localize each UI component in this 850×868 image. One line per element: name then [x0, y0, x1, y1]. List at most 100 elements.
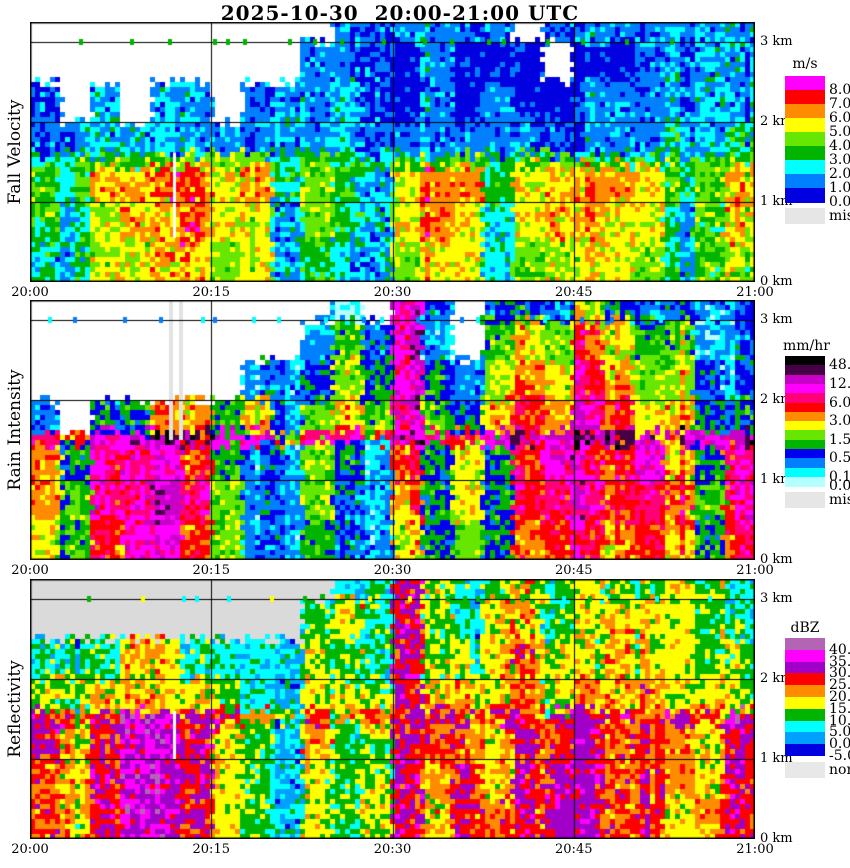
legend-missing-swatch — [785, 208, 825, 224]
height-tick-label: 2 km — [760, 114, 793, 129]
legend-scale-label: 0.0 — [829, 736, 850, 753]
legend-scale-label: 0.5 — [829, 450, 850, 467]
legend-missing-label: none — [829, 762, 850, 778]
legend-color-swatch — [785, 649, 825, 663]
legend-scale-label: 5.0 — [829, 124, 850, 140]
legend-scale-label: 35.0 — [829, 653, 850, 670]
legend-missing-label: miss — [829, 492, 850, 509]
legend-color-swatch — [785, 697, 825, 710]
legend-unit-label: m/s — [792, 56, 818, 72]
y-axis-label-reflectivity: Reflectivity — [5, 660, 25, 758]
legend-missing-swatch — [785, 492, 825, 509]
time-tick-label: 20:00 — [11, 563, 49, 578]
legend-color-swatch — [785, 732, 825, 745]
legend-scale-label: 1.5 — [829, 431, 850, 448]
time-tick-label: 21:00 — [736, 563, 774, 578]
height-tick-label: 1 km — [760, 194, 793, 209]
legend-missing-swatch — [785, 762, 825, 778]
time-tick-label: 21:00 — [736, 842, 774, 857]
height-tick-label: 0 km — [760, 831, 793, 846]
time-tick-label: 21:00 — [736, 285, 774, 300]
height-tick-label: 2 km — [760, 392, 793, 407]
legend-color-swatch — [785, 90, 825, 105]
time-tick-label: 20:15 — [192, 842, 230, 857]
legend-scale-label: 3.0 — [829, 413, 850, 430]
time-tick-label: 20:30 — [373, 842, 412, 857]
time-tick-label: 20:45 — [555, 842, 593, 857]
legend-scale-label: 3.0 — [829, 152, 850, 168]
legend-color-swatch — [785, 146, 825, 161]
legend-color-swatch — [785, 720, 825, 733]
legend-unit-label: dBZ — [790, 620, 820, 636]
y-axis-label-fall-velocity: Fall Velocity — [5, 99, 25, 205]
time-tick-label: 20:30 — [373, 285, 412, 300]
legend-scale-label: 30.0 — [829, 665, 850, 682]
legend-color-swatch — [785, 439, 825, 450]
legend-color-swatch — [785, 188, 825, 203]
legend-color-swatch — [785, 467, 825, 478]
rain-intensity-heatmap — [30, 300, 755, 560]
time-tick-label: 20:00 — [11, 285, 49, 300]
time-tick-label: 20:15 — [192, 285, 230, 300]
legend-scale-label: 4.0 — [829, 138, 850, 154]
fall-velocity-heatmap — [30, 22, 755, 282]
height-tick-label: 2 km — [760, 671, 793, 686]
legend-color-swatch — [785, 476, 825, 487]
legend-color-swatch — [785, 411, 825, 422]
height-tick-label: 0 km — [760, 274, 793, 289]
legend-scale-label: 1.0 — [829, 180, 850, 196]
legend-scale-label: 2.0 — [829, 166, 850, 182]
legend-scale-label: 7.0 — [829, 96, 850, 112]
height-tick-label: 1 km — [760, 472, 793, 487]
legend-color-swatch — [785, 174, 825, 189]
legend-color-swatch — [785, 118, 825, 133]
legend-unit-label: mm/hr — [783, 338, 830, 354]
legend-scale-label: -5.0 — [829, 748, 850, 764]
height-tick-label: 0 km — [760, 552, 793, 567]
legend-color-swatch — [785, 421, 825, 431]
legend-color-swatch — [785, 160, 825, 175]
legend-color-swatch — [785, 356, 825, 366]
legend-scale-label: 25.0 — [829, 677, 850, 694]
legend-color-swatch — [785, 744, 825, 757]
legend-scale-label: 5.0 — [829, 724, 850, 741]
legend-scale-label: 6.0 — [829, 110, 850, 126]
time-tick-label: 20:45 — [555, 285, 593, 300]
legend-scale-label: 6.0 — [829, 394, 850, 411]
legend-color-swatch — [785, 365, 825, 376]
legend-scale-label: 15.0 — [829, 700, 850, 717]
legend-scale-label: 10.0 — [829, 712, 850, 729]
legend-color-swatch — [785, 449, 825, 459]
legend-color-swatch — [785, 708, 825, 722]
time-tick-label: 20:30 — [373, 563, 412, 578]
legend-scale-label: 48.0 — [829, 357, 850, 374]
legend-color-swatch — [785, 673, 825, 686]
legend-scale-label: 20.0 — [829, 689, 850, 705]
legend-color-swatch — [785, 402, 825, 413]
legend-color-swatch — [785, 430, 825, 441]
height-tick-label: 3 km — [760, 34, 793, 49]
legend-missing-label: miss — [829, 208, 850, 224]
legend-color-swatch — [785, 374, 825, 385]
legend-scale-label: 0.1 — [829, 468, 850, 485]
height-tick-label: 1 km — [760, 751, 793, 766]
legend-scale-label: 12.0 — [829, 375, 850, 392]
time-tick-label: 20:45 — [555, 563, 593, 578]
legend-scale-label: 0.0 — [829, 478, 850, 495]
legend-color-swatch — [785, 393, 825, 403]
height-tick-label: 3 km — [760, 591, 793, 606]
legend-color-swatch — [785, 132, 825, 147]
legend-color-swatch — [785, 685, 825, 698]
legend-scale-label: 0.0 — [829, 194, 850, 210]
page-title: 2025-10-30 20:00-21:00 UTC — [220, 1, 580, 25]
height-tick-label: 3 km — [760, 312, 793, 327]
legend-scale-label: 40.0 — [829, 641, 850, 658]
legend-color-swatch — [785, 638, 825, 651]
legend-color-swatch — [785, 76, 825, 91]
legend-color-swatch — [785, 661, 825, 674]
legend-color-swatch — [785, 104, 825, 119]
legend-color-swatch — [785, 383, 825, 394]
time-tick-label: 20:15 — [192, 563, 230, 578]
y-axis-label-rain-intensity: Rain Intensity — [5, 369, 25, 491]
